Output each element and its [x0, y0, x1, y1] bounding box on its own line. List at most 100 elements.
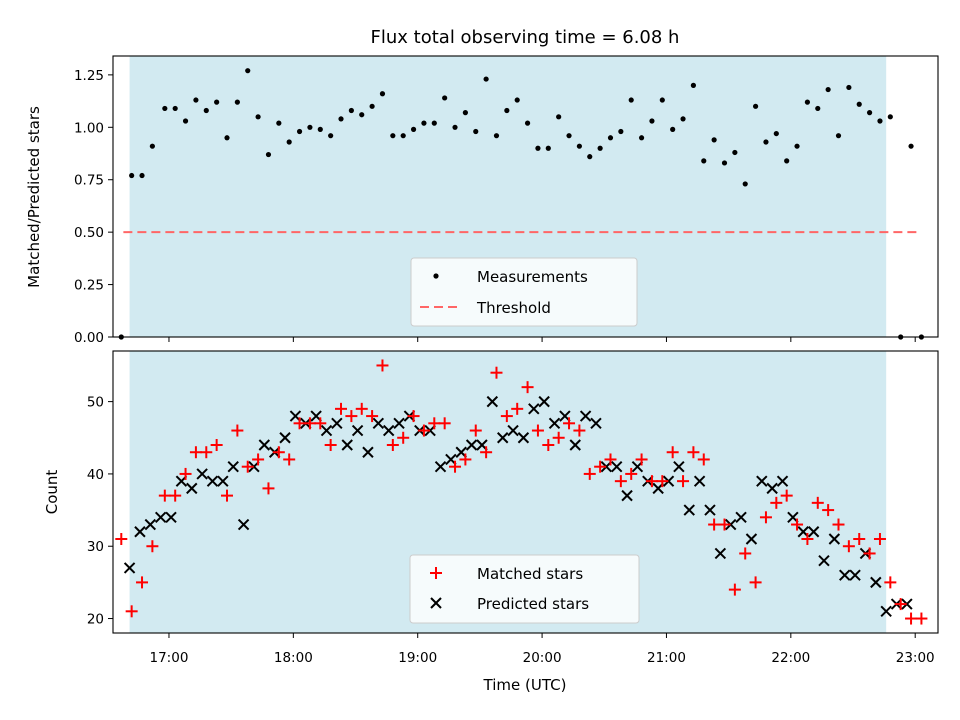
measurement-point [815, 105, 821, 112]
matched-star-point [645, 475, 658, 488]
predicted-star-point [590, 417, 602, 430]
matched-star-point [386, 439, 399, 451]
measurement-point [172, 105, 178, 112]
measurement-point [908, 143, 914, 149]
matched-star-point [324, 439, 337, 451]
measurement-point [856, 101, 862, 107]
matched-star-point [169, 489, 182, 502]
measurement-point [576, 143, 582, 149]
matched-star-point [884, 576, 897, 589]
measurement-point [359, 112, 365, 118]
matched-star-point [614, 475, 627, 488]
bottom-legend-box [409, 554, 640, 624]
measurement-point [193, 97, 199, 103]
measurement-point [763, 139, 769, 145]
predicted-star-point [662, 475, 675, 487]
predicted-star-point [725, 518, 737, 531]
matched-star-point [905, 612, 918, 625]
predicted-star-point [776, 475, 789, 487]
predicted-star-point [320, 424, 333, 437]
measurement-point [149, 143, 155, 149]
predicted-star-point [507, 424, 519, 437]
measurement-point [224, 135, 230, 141]
matched-star-point [801, 533, 814, 545]
predicted-star-point [341, 439, 353, 451]
predicted-star-point [704, 504, 716, 516]
legend-predicted-marker [430, 597, 442, 609]
matched-star-point [853, 533, 866, 545]
matched-star-point [873, 533, 886, 545]
predicted-star-point [258, 439, 271, 451]
matched-star-point [366, 410, 379, 423]
matched-star-point [718, 518, 731, 531]
legend-threshold-label: Threshold [476, 299, 551, 317]
matched-star-point [583, 467, 596, 480]
y-tick-label: 0.50 [74, 225, 104, 241]
measurement-point [462, 110, 468, 116]
matched-star-point [200, 446, 213, 459]
predicted-star-point [154, 511, 167, 524]
top-legend-box [410, 257, 638, 327]
legend-measurements-marker [433, 273, 439, 279]
measurement-point [618, 128, 624, 135]
measurement-point [773, 130, 779, 137]
measurement-point [139, 172, 145, 179]
matched-star-point [303, 417, 316, 430]
measurement-point [887, 114, 893, 120]
measurement-point [835, 133, 842, 139]
top-legend: Measurements Threshold [410, 257, 638, 327]
matched-star-point [770, 496, 783, 509]
matched-star-point [125, 605, 138, 618]
predicted-star-point [217, 475, 229, 487]
matched-star-point [158, 489, 171, 502]
measurement-point [825, 86, 831, 93]
matched-star-point [563, 417, 576, 430]
matched-star-point [625, 467, 638, 480]
top-x-ticks [168, 337, 916, 342]
y-tick-label: 20 [87, 612, 104, 628]
x-tick-label: 23:00 [896, 650, 935, 666]
measurement-point [514, 97, 520, 103]
top-panel: Flux total observing time = 6.08 h 0.000… [25, 27, 939, 346]
top-points-group [118, 68, 925, 340]
measurement-point [597, 145, 603, 151]
predicted-star-point [839, 569, 851, 581]
matched-star-point [355, 402, 368, 415]
matched-star-point [728, 583, 741, 596]
predicted-star-point [465, 439, 478, 451]
predicted-star-point [673, 460, 685, 473]
predicted-star-point [362, 446, 374, 458]
measurement-point [524, 120, 531, 126]
measurement-point [721, 160, 728, 166]
matched-star-point [531, 424, 544, 437]
measurement-point [659, 97, 665, 103]
measurement-point [680, 116, 686, 122]
measurement-point [545, 145, 551, 151]
matched-star-point [594, 460, 607, 473]
measurement-point [379, 91, 386, 97]
matched-star-point [252, 453, 265, 466]
measurement-point [442, 95, 448, 101]
y-tick-label: 0.75 [74, 173, 104, 189]
y-tick-label: 1.25 [74, 68, 104, 84]
matched-star-point [832, 518, 845, 531]
matched-star-point [739, 547, 752, 560]
matched-star-point [500, 410, 513, 423]
predicted-star-point [279, 432, 291, 444]
measurement-point [473, 128, 479, 135]
measurement-point [203, 107, 209, 114]
predicted-star-point [382, 424, 395, 437]
matched-star-point [780, 489, 793, 502]
measurement-point [214, 99, 220, 105]
matched-star-point [656, 475, 669, 488]
measurement-point [649, 118, 655, 124]
measurement-point [400, 133, 406, 139]
predicted-star-point [683, 504, 695, 516]
x-tick-label: 21:00 [647, 650, 686, 666]
predicted-star-point [807, 526, 820, 538]
measurement-point [566, 133, 572, 139]
matched-star-point [272, 446, 285, 459]
matched-star-point [469, 424, 482, 437]
predicted-star-point [372, 417, 385, 430]
measurement-point [877, 118, 883, 124]
